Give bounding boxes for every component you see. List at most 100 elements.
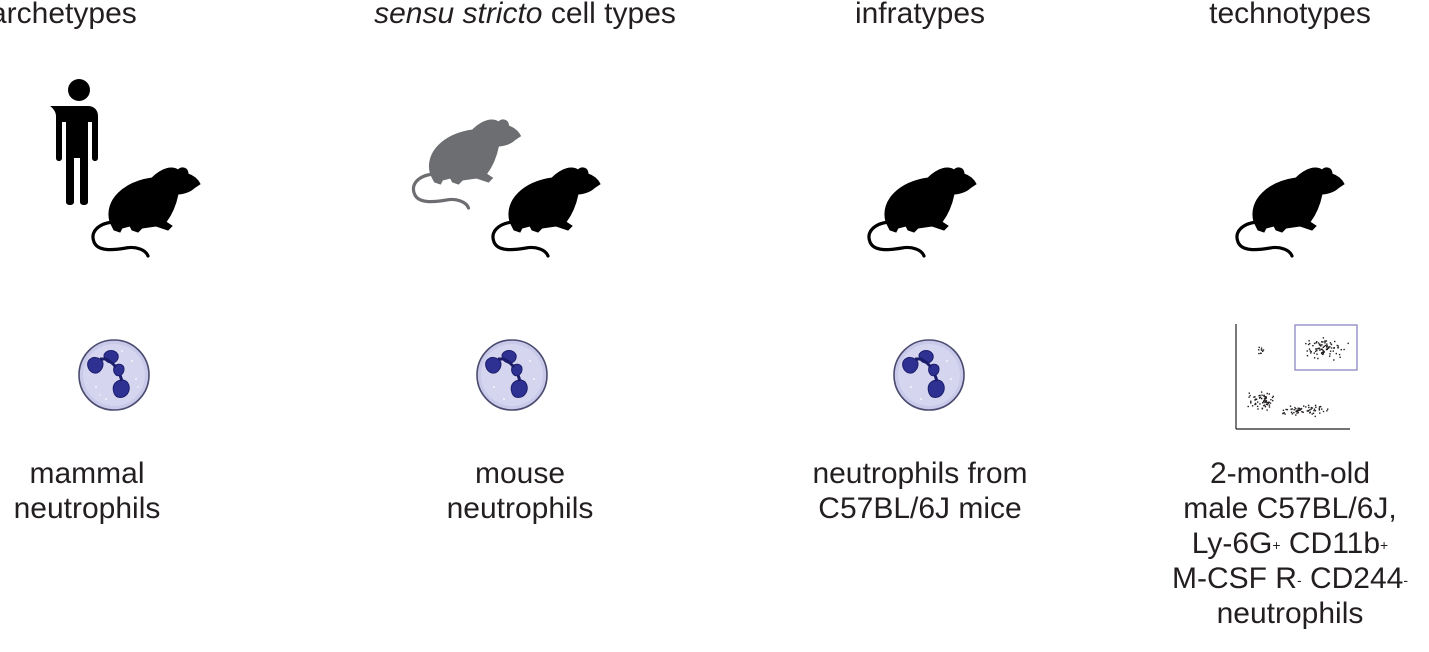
scatter-dot (1301, 411, 1303, 413)
scatter-dot (1258, 352, 1260, 355)
scatter-dot (1318, 406, 1321, 408)
scatter-dot (1340, 349, 1342, 351)
scatter-dot (1313, 342, 1316, 345)
scatter-dot (1268, 393, 1270, 395)
scatter-dot (1305, 406, 1307, 408)
scatter-dot (1324, 340, 1326, 343)
scatter-dot (1332, 350, 1334, 352)
scatter-dot (1329, 353, 1331, 355)
scatter-dot (1319, 349, 1321, 351)
column-header-infratypes: infratypes (854, 0, 986, 30)
scatter-dot (1247, 405, 1249, 408)
scatter-dot (1324, 344, 1327, 347)
scatter-dot (1265, 397, 1267, 399)
scatter-dot (1254, 402, 1257, 405)
mouse-icon (866, 160, 981, 260)
scatter-dot (1318, 409, 1321, 411)
scatter-dot (1295, 410, 1297, 413)
label-infratypes: neutrophils from C57BL/6J mice (812, 457, 1028, 525)
scatter-dot (1268, 401, 1270, 403)
scatter-dot (1325, 348, 1328, 351)
scatter-dot (1249, 394, 1251, 397)
scatter-dot (1302, 411, 1304, 413)
scatter-dot (1336, 344, 1338, 347)
scatter-dot (1327, 346, 1330, 348)
scatter-dot (1256, 405, 1259, 408)
scatter-dot (1293, 409, 1295, 411)
scatter-dot (1305, 342, 1307, 345)
scatter-dot (1311, 407, 1314, 409)
scatter-dot (1320, 348, 1322, 350)
scatter-dot (1334, 340, 1336, 343)
scatter-dot (1322, 341, 1324, 343)
scatter-dot (1327, 347, 1330, 349)
scatter-dot (1309, 350, 1311, 352)
scatter-dot (1294, 406, 1296, 409)
scatter-dot (1264, 397, 1266, 399)
scatter-dot (1308, 348, 1311, 350)
scatter-dot (1307, 410, 1309, 412)
scatter-dot (1315, 350, 1317, 353)
scatter-dot (1296, 412, 1298, 414)
scatter-dot (1264, 404, 1266, 406)
scatter-dot (1291, 408, 1293, 410)
label-technotypes: 2-month-old male C57BL/6J, Ly-6G+ CD11b+… (1145, 456, 1429, 631)
scatter-dot (1323, 350, 1325, 353)
mouse-icon (1234, 160, 1349, 260)
scatter-dot (1326, 344, 1328, 347)
scatter-dot (1298, 407, 1301, 410)
scatter-dot (1307, 343, 1310, 346)
scatter-dot (1265, 401, 1267, 403)
scatter-dot (1260, 352, 1262, 354)
scatter-dot (1309, 342, 1311, 345)
scatter-dot (1297, 410, 1299, 412)
scatter-dot (1321, 353, 1324, 356)
scatter-dot (1309, 409, 1311, 411)
scatter-dot (1258, 395, 1260, 397)
scatter-dot (1259, 396, 1262, 398)
scatter-dot (1321, 344, 1323, 346)
scatter-dot (1333, 347, 1335, 349)
scatter-dot (1314, 415, 1316, 418)
marker-line-1: Ly-6G+ CD11b+ (1191, 527, 1389, 560)
scatter-dot (1297, 411, 1299, 414)
scatter-dot (1320, 345, 1322, 347)
scatter-dot (1269, 402, 1272, 404)
scatter-dot (1322, 346, 1324, 348)
scatter-dot (1257, 401, 1259, 403)
scatter-dot (1310, 408, 1312, 410)
scatter-dot (1306, 350, 1308, 352)
scatter-dot (1272, 399, 1274, 402)
scatter-dot (1330, 347, 1333, 349)
scatter-dot (1318, 347, 1320, 350)
scatter-dot (1313, 352, 1315, 354)
scatter-dot (1313, 408, 1316, 410)
scatter-dot (1270, 399, 1272, 401)
scatter-dot (1330, 343, 1333, 346)
scatter-dot (1266, 402, 1268, 404)
scatter-dot (1264, 395, 1266, 398)
scatter-dot (1323, 345, 1326, 348)
scatter-dot (1326, 343, 1328, 345)
scatter-dot (1322, 353, 1325, 355)
scatter-dot (1322, 410, 1325, 413)
scatter-dot (1265, 397, 1267, 400)
scatter-dot (1258, 397, 1261, 399)
scatter-dot (1347, 342, 1349, 345)
scatter-dot (1264, 406, 1267, 408)
marker-line-2: M-CSF R- CD244- (1171, 562, 1409, 595)
scatter-dot (1262, 349, 1265, 351)
scatter-dot (1337, 347, 1339, 349)
scatter-dot (1293, 412, 1295, 414)
scatter-dot (1291, 413, 1293, 415)
column-header-technotypes: technotypes (1209, 0, 1371, 30)
scatter-dot (1327, 408, 1329, 410)
scatter-dot (1312, 345, 1314, 347)
scatter-dot (1316, 341, 1318, 343)
scatter-dot (1262, 402, 1264, 404)
scatter-dot (1326, 348, 1329, 350)
plot-gate (1294, 324, 1358, 371)
scatter-dot (1254, 403, 1257, 405)
scatter-dot (1266, 409, 1268, 411)
scatter-dot (1285, 408, 1287, 411)
